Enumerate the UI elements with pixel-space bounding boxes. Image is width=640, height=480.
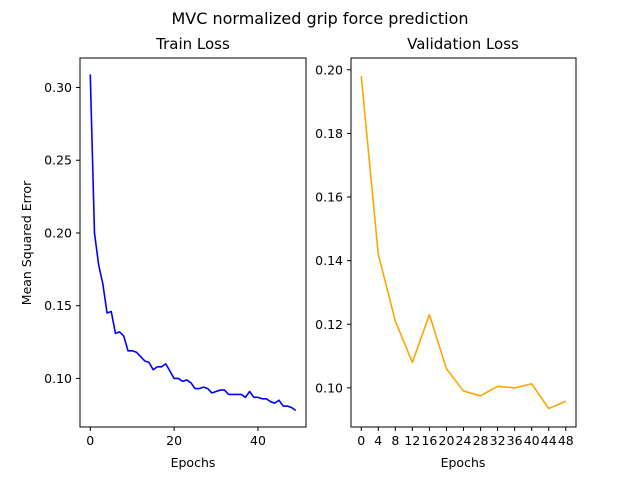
- train-loss-ytick-label: 0.25: [44, 153, 72, 168]
- validation-loss-ytick-label: 0.12: [315, 317, 343, 332]
- validation-loss-ytick-label: 0.10: [315, 380, 343, 395]
- validation-loss-xtick-label: 44: [541, 433, 557, 448]
- validation-loss-ticks: 0 4 8 12 16 20 24 28 32 36 40 44 480.100.120.140.160…: [315, 62, 574, 448]
- train-loss-ytick-label: 0.10: [44, 371, 72, 386]
- train-loss-ytick-label: 0.30: [44, 80, 72, 95]
- train-loss-series: [89, 74, 297, 412]
- validation-loss-xtick-label: 20: [439, 433, 455, 448]
- validation-loss-xtick-label: 24: [456, 433, 472, 448]
- validation-loss-frame: [350, 57, 577, 428]
- train-loss-ticks: 0 20 40 0.10 0.15 0.20 0.25 0.30: [44, 80, 266, 448]
- validation-loss-xtick-label: 40: [524, 433, 540, 448]
- validation-loss-xlabel: Epochs: [441, 455, 486, 470]
- train-loss-title: Train Loss: [155, 35, 230, 53]
- train-loss-ytick-label: 0.20: [44, 225, 72, 240]
- validation-loss-title: Validation Loss: [407, 35, 519, 53]
- train-loss-ytick-label: 0.15: [44, 298, 72, 313]
- train-loss-ylabel: Mean Squared Error: [19, 180, 34, 305]
- validation-loss-xtick-label: 32: [490, 433, 506, 448]
- validation-loss-series: [360, 76, 567, 410]
- validation-loss-line: [360, 76, 567, 410]
- validation-loss-ytick-label: 0.14: [315, 253, 343, 268]
- validation-loss-ytick-label: 0.18: [315, 126, 343, 141]
- train-loss-line: [89, 74, 297, 412]
- train-loss-xtick-label: 20: [166, 433, 182, 448]
- validation-loss-xtick-label: 0: [357, 433, 365, 448]
- validation-loss-xtick-label: 12: [404, 433, 420, 448]
- validation-loss-ytick-label: 0.16: [315, 190, 343, 205]
- validation-loss-xtick-label: 36: [507, 433, 523, 448]
- figure-suptitle: MVC normalized grip force prediction: [171, 9, 468, 28]
- validation-loss-ytick-label: 0.20: [315, 62, 343, 77]
- train-loss-xtick-label: 0: [86, 433, 94, 448]
- train-loss-frame: [79, 57, 307, 428]
- train-loss-xtick-label: 40: [250, 433, 266, 448]
- validation-loss-xtick-label: 16: [421, 433, 437, 448]
- validation-loss-xtick-label: 48: [558, 433, 574, 448]
- train-loss-plot: Train Loss Epochs Mean Squared Error 0 20…: [19, 35, 307, 470]
- train-loss-xlabel: Epochs: [171, 455, 216, 470]
- validation-loss-xtick-label: 8: [391, 433, 399, 448]
- validation-loss-xtick-label: 28: [473, 433, 489, 448]
- validation-loss-xtick-label: 4: [374, 433, 382, 448]
- validation-loss-plot: Validation Loss Epochs 0 4 8 12 16 20 24 28 32 36…: [315, 35, 577, 470]
